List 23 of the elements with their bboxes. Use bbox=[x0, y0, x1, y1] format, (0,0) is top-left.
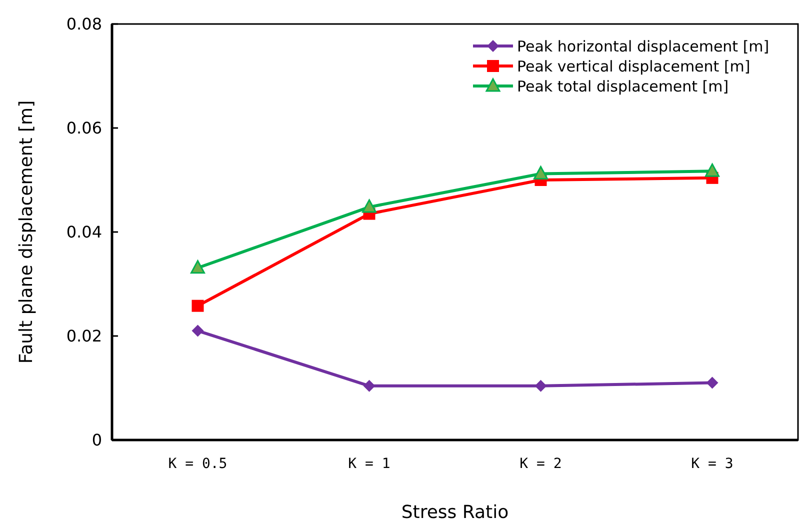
point bbox=[363, 380, 376, 392]
point bbox=[190, 260, 205, 274]
legend-label: Peak horizontal displacement [m] bbox=[517, 37, 770, 56]
y-tick-label: 0 bbox=[92, 430, 102, 450]
x-tick-label: K = 1 bbox=[348, 456, 390, 472]
legend-label: Peak vertical displacement [m] bbox=[517, 57, 750, 76]
x-axis-title: Stress Ratio bbox=[401, 502, 509, 520]
y-tick-label: 0.06 bbox=[66, 118, 102, 138]
legend-label: Peak total displacement [m] bbox=[517, 77, 729, 96]
point bbox=[192, 324, 204, 337]
point bbox=[706, 376, 718, 389]
point bbox=[362, 199, 376, 213]
x-tick-label: K = 3 bbox=[691, 456, 734, 472]
y-tick-label: 0.04 bbox=[66, 222, 102, 242]
point bbox=[534, 166, 548, 180]
y-tick-label: 0.02 bbox=[66, 326, 102, 346]
x-tick-label: K = 0.5 bbox=[168, 456, 228, 472]
y-axis-title: Fault plane displacement [m] bbox=[16, 100, 37, 364]
x-tick-label: K = 2 bbox=[520, 456, 562, 472]
y-tick-label: 0.08 bbox=[66, 14, 102, 34]
point bbox=[705, 163, 720, 177]
point bbox=[534, 380, 547, 392]
point bbox=[192, 300, 204, 312]
